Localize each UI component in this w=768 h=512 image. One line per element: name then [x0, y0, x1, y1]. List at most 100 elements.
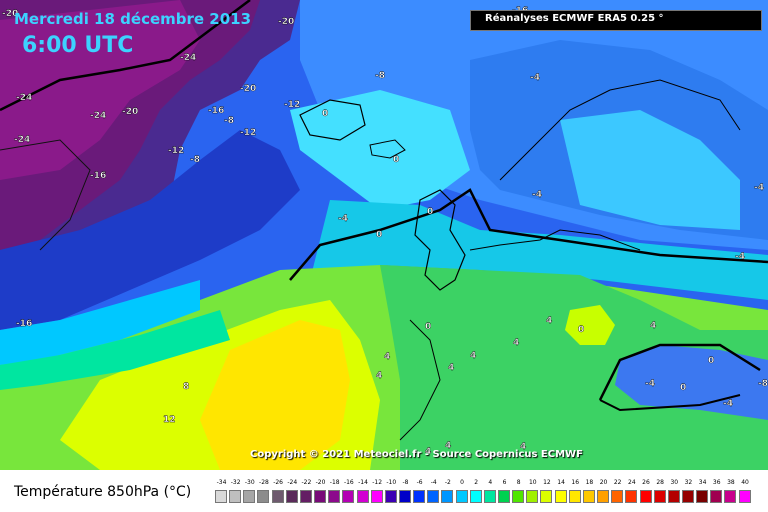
- scale-swatch: [285, 490, 298, 503]
- scale-swatch: [498, 490, 510, 503]
- contour-label: 0: [708, 356, 714, 366]
- scale-swatch: [229, 490, 242, 503]
- contour-label: 4: [445, 441, 451, 451]
- contour-label: -20: [2, 9, 18, 19]
- contour-label: -24: [14, 135, 30, 145]
- contour-label: -4: [723, 399, 733, 409]
- scale-swatch: [653, 490, 666, 503]
- coastline-faroe: [369, 139, 406, 159]
- contour-label: 0: [427, 207, 433, 217]
- contour-label: -20: [240, 84, 256, 94]
- contour-label: -12: [240, 128, 256, 138]
- scale-label: -34: [216, 479, 227, 486]
- scale-labels: -34 -32 -30 -28 -26 -24 -22 -20 -18 -16 -14 -12 -10-…: [215, 479, 755, 489]
- scale-swatch: [667, 490, 680, 503]
- scale-swatch: [455, 490, 468, 503]
- scale-label: -30: [244, 479, 255, 486]
- scale-label: 10: [528, 479, 537, 486]
- scale-swatch: [639, 490, 652, 503]
- scale-label: -28: [259, 479, 269, 486]
- scale-swatch: [398, 490, 411, 503]
- contour-label: 4: [650, 321, 656, 331]
- scale-swatch: [328, 490, 341, 503]
- scale-label: -26: [273, 479, 283, 486]
- scale-swatch: [554, 490, 567, 503]
- scale-label: 4: [488, 479, 493, 486]
- scale-label: 14: [557, 479, 565, 486]
- contour-label: 4: [425, 447, 431, 457]
- scale-label: 38: [727, 479, 735, 486]
- scale-label: -8: [402, 479, 409, 486]
- field-deep-blue-sea: [0, 130, 300, 330]
- contour-label: 4: [513, 338, 519, 348]
- scale-label: 28: [656, 479, 664, 486]
- scale-label: -4: [430, 479, 437, 486]
- scale-swatch: [469, 490, 482, 503]
- scale-swatch: [582, 490, 595, 503]
- contour-label: -8: [190, 155, 200, 165]
- contour-label: -4: [338, 214, 348, 224]
- field-black-sea-cold: [615, 345, 768, 420]
- coastline-continent: [399, 229, 641, 441]
- scale-label: -12: [372, 479, 383, 486]
- isotherm-minus-20: [0, 0, 251, 112]
- coastline-greenland: [0, 139, 91, 251]
- forecast-time: 6:00 UTC: [22, 33, 134, 58]
- scale-swatch: [696, 490, 709, 503]
- field-greenland-core: [0, 0, 200, 180]
- scale-label: -2: [444, 479, 451, 486]
- source-banner: Réanalyses ECMWF ERA5 0.25 °: [470, 10, 762, 31]
- scale-swatch: [724, 490, 737, 503]
- contour-label: -16: [208, 106, 224, 116]
- field-europe-green: [380, 265, 768, 470]
- contour-label: 0: [393, 155, 399, 165]
- scale-label: -6: [416, 479, 423, 486]
- contour-label: -8: [224, 116, 234, 126]
- isotherm-0-east: [598, 343, 761, 401]
- scale-label: -18: [329, 479, 340, 486]
- contour-label: -4: [645, 379, 655, 389]
- scale-label: 32: [684, 479, 693, 486]
- contour-labels: -20-20-24-24-24-20-24-20 -16-8-12-12-12-8…: [2, 6, 768, 457]
- scale-swatch: [681, 490, 694, 503]
- temperature-map: -20-20-24-24-24-20-24-20 -16-8-12-12-12-8…: [0, 0, 768, 470]
- scale-swatch: [526, 490, 539, 503]
- scale-swatch: [413, 490, 426, 503]
- scale-swatch: [540, 490, 553, 503]
- scale-label: 18: [585, 479, 594, 486]
- scale-swatch: [738, 490, 751, 503]
- scale-swatch: [243, 490, 256, 503]
- scale-label: 24: [628, 479, 636, 486]
- scale-label: -20: [315, 479, 326, 486]
- coastline-norway: [499, 79, 741, 181]
- isotherm-0-south: [599, 394, 741, 412]
- scale-swatch: [441, 490, 454, 503]
- contour-label: 0: [425, 322, 431, 332]
- scale-label: 26: [642, 479, 650, 486]
- scale-swatch: [314, 490, 327, 503]
- contour-label: 4: [470, 351, 476, 361]
- legend-bar: Température 850hPa (°C) -34 -32 -30 -28 -26-…: [0, 470, 768, 512]
- scale-swatch: [597, 490, 610, 503]
- contour-label: -8: [758, 379, 768, 389]
- contour-label: -16: [16, 319, 32, 329]
- scale-label: 20: [599, 479, 608, 486]
- contour-label: -8: [375, 71, 385, 81]
- scale-label: 8: [516, 479, 521, 486]
- field-southwest-orange: [200, 320, 350, 470]
- legend-title: Température 850hPa (°C): [14, 484, 192, 500]
- scale-swatch: [483, 490, 496, 503]
- scale-swatch: [384, 490, 397, 503]
- contour-label: -4: [532, 190, 542, 200]
- contour-label: -20: [122, 107, 138, 117]
- scale-label: 0: [460, 479, 464, 486]
- scale-swatch: [271, 490, 284, 503]
- scale-label: -24: [287, 479, 298, 486]
- scale-swatch: [568, 490, 581, 503]
- scale-label: 36: [712, 479, 721, 486]
- scale-swatch: [257, 490, 270, 503]
- scale-swatch: [427, 490, 440, 503]
- contour-label: -16: [90, 171, 106, 181]
- contour-label: 0: [680, 383, 686, 393]
